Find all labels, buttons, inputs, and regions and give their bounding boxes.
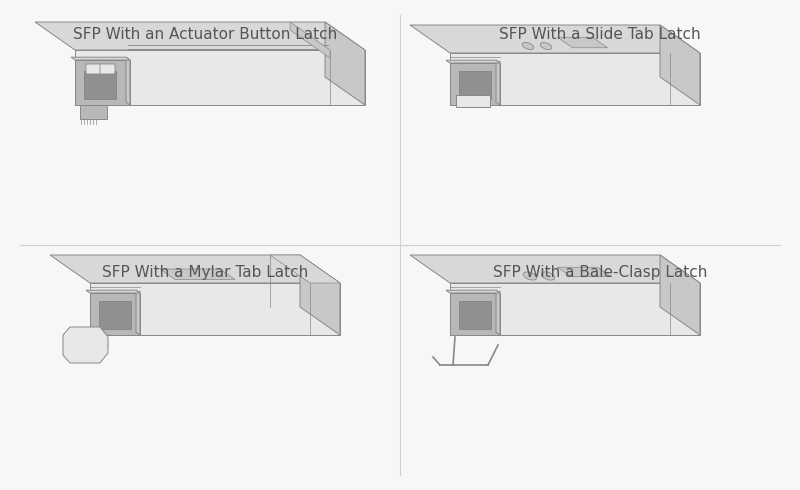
Polygon shape	[71, 57, 130, 60]
Polygon shape	[450, 63, 500, 105]
FancyBboxPatch shape	[86, 64, 101, 74]
Polygon shape	[136, 290, 140, 335]
Polygon shape	[496, 290, 500, 335]
Polygon shape	[660, 25, 700, 105]
Polygon shape	[446, 290, 500, 293]
FancyBboxPatch shape	[100, 64, 115, 74]
Polygon shape	[450, 293, 500, 335]
Polygon shape	[80, 105, 107, 119]
Polygon shape	[410, 255, 700, 283]
Polygon shape	[325, 22, 365, 105]
Ellipse shape	[542, 272, 554, 280]
Polygon shape	[660, 255, 700, 335]
Polygon shape	[270, 255, 340, 283]
Text: SFP With a Mylar Tab Latch: SFP With a Mylar Tab Latch	[102, 265, 308, 279]
Polygon shape	[126, 57, 130, 105]
Polygon shape	[456, 95, 490, 107]
Polygon shape	[50, 255, 340, 283]
Polygon shape	[290, 22, 330, 58]
Text: SFP With a Bale-Clasp Latch: SFP With a Bale-Clasp Latch	[493, 265, 707, 279]
Polygon shape	[496, 60, 500, 105]
Polygon shape	[86, 290, 140, 293]
Polygon shape	[90, 283, 340, 335]
Polygon shape	[99, 301, 131, 329]
Polygon shape	[450, 283, 700, 335]
Ellipse shape	[523, 272, 537, 280]
Polygon shape	[558, 37, 607, 48]
Ellipse shape	[540, 43, 552, 49]
Ellipse shape	[522, 43, 534, 49]
Polygon shape	[75, 50, 365, 105]
Text: SFP With a Slide Tab Latch: SFP With a Slide Tab Latch	[499, 27, 701, 43]
Polygon shape	[160, 269, 235, 279]
Polygon shape	[410, 25, 700, 53]
Polygon shape	[446, 60, 500, 63]
Polygon shape	[558, 267, 611, 277]
Text: SFP With an Actuator Button Latch: SFP With an Actuator Button Latch	[73, 27, 337, 43]
Polygon shape	[450, 53, 700, 105]
Polygon shape	[75, 60, 130, 105]
Polygon shape	[90, 293, 140, 335]
Polygon shape	[35, 22, 365, 50]
Polygon shape	[459, 301, 491, 329]
Polygon shape	[459, 71, 491, 99]
Polygon shape	[300, 255, 340, 335]
Polygon shape	[63, 327, 108, 363]
Polygon shape	[84, 71, 116, 99]
